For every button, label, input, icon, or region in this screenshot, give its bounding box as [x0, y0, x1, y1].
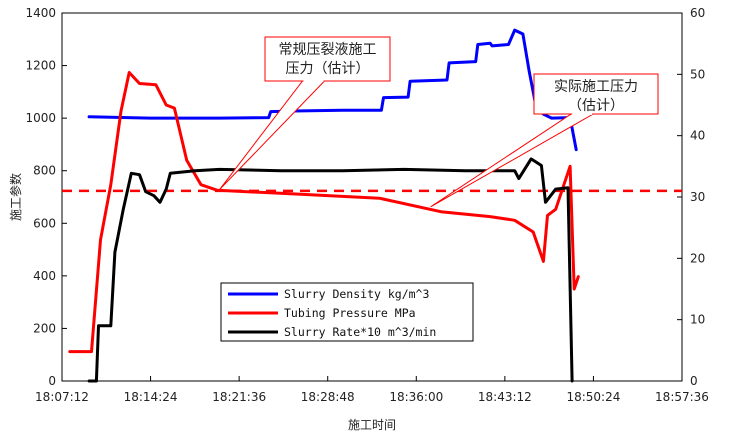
x-axis-title: 施工时间	[348, 418, 396, 432]
x-tick-label: 18:07:12	[35, 390, 89, 404]
left-tick-label: 1400	[25, 6, 56, 20]
right-tick-label: 0	[690, 374, 698, 388]
annotation-text-line1: 常规压裂液施工	[279, 42, 377, 58]
x-tick-label: 18:50:24	[566, 390, 620, 404]
annotation-box	[264, 36, 391, 82]
x-tick-label: 18:36:00	[389, 390, 443, 404]
annotation-text-line2: 压力（估计）	[286, 61, 370, 77]
right-tick-label: 10	[690, 313, 705, 327]
right-tick-label: 50	[690, 67, 705, 81]
legend-label: Slurry Rate*10 m^3/min	[284, 325, 436, 339]
annotation-pointer	[219, 80, 326, 190]
right-tick-label: 60	[690, 6, 705, 20]
left-tick-label: 800	[33, 164, 56, 178]
series-line-2	[68, 71, 580, 354]
right-tick-label: 30	[690, 190, 705, 204]
legend-label: Slurry Density kg/m^3	[284, 287, 429, 301]
left-tick-label: 1000	[25, 111, 56, 125]
series-line-3	[87, 157, 574, 383]
x-tick-label: 18:43:12	[478, 390, 532, 404]
x-axis-ticks: 18:07:12 18:14:24 18:21:36 18:28:48 18:36:00…	[35, 376, 709, 404]
left-tick-label: 400	[33, 269, 56, 283]
legend-label: Tubing Pressure MPa	[284, 306, 416, 320]
annotation-text-line1: 实际施工压力	[554, 79, 638, 95]
right-axis-ticks: 0 10 20 30 40 50 60	[677, 6, 705, 388]
right-tick-label: 40	[690, 129, 705, 143]
right-tick-label: 20	[690, 251, 705, 265]
legend: Slurry Density kg/m^3 Tubing Pressure MPa…	[220, 282, 474, 342]
annotation-box	[533, 73, 659, 115]
x-tick-label: 18:21:36	[212, 390, 266, 404]
left-axis-ticks: 0 200 400 600 800 1000 1200 1400	[25, 6, 67, 388]
y-axis-title: 施工参数	[8, 173, 23, 221]
annotation-2: 实际施工压力 （估计）	[430, 73, 659, 208]
annotation-text-line2: （估计）	[568, 98, 624, 114]
x-tick-label: 18:57:36	[655, 390, 709, 404]
left-tick-label: 1200	[25, 59, 56, 73]
x-tick-label: 18:28:48	[301, 390, 355, 404]
x-tick-label: 18:14:24	[124, 390, 178, 404]
left-tick-label: 200	[33, 321, 56, 335]
left-tick-label: 0	[48, 374, 56, 388]
left-tick-label: 600	[33, 216, 56, 230]
